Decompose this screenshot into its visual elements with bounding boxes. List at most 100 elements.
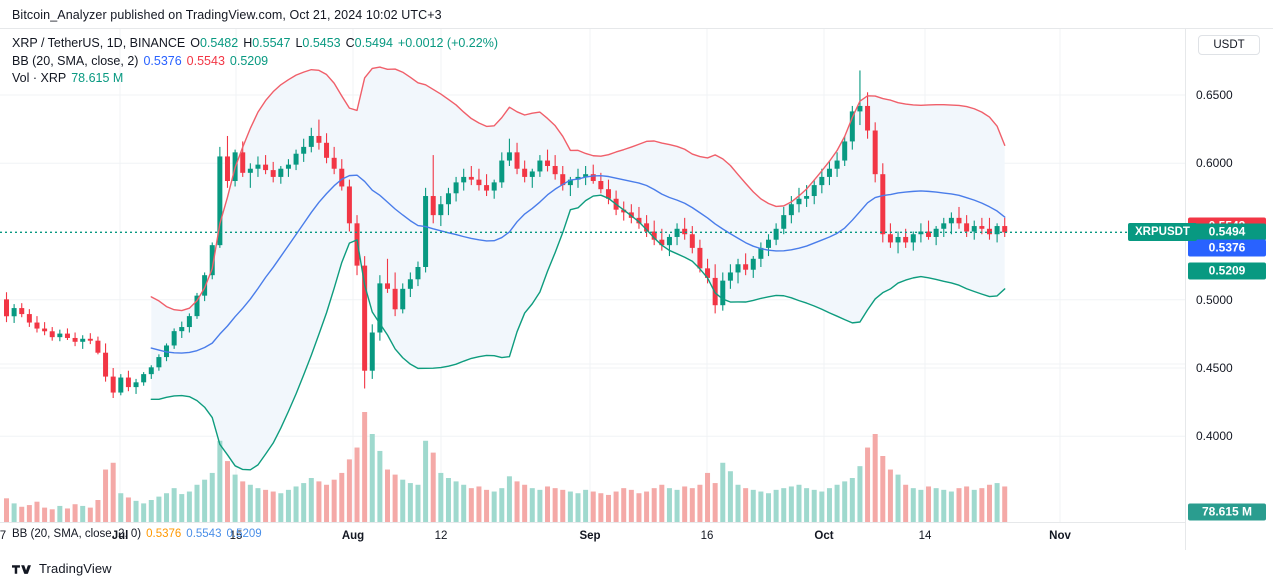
volume-bar [727,471,733,522]
volume-bar [979,488,985,522]
time-axis[interactable]: 7 Jul 15 Aug 12 Sep 16 Oct 14 Nov [0,522,1185,550]
chart-plot-area[interactable] [0,29,1185,522]
candle-body [438,204,444,216]
candle-body [842,141,848,161]
price-axis[interactable]: USDT 0.65000.60000.50000.45000.40000.554… [1185,29,1273,550]
time-axis-tick: Oct [814,530,834,542]
volume-bar [781,488,787,522]
candle-body [537,160,543,172]
candle-body [156,357,162,368]
volume-bar [994,483,1000,522]
volume-tag[interactable]: 78.615 M [1188,503,1266,521]
volume-bar [232,474,238,522]
volume-bar [255,488,261,522]
volume-bar [605,494,611,522]
candle-body [491,182,497,191]
candle-body [87,338,93,341]
currency-chip[interactable]: USDT [1198,35,1260,55]
candle-body [339,168,345,187]
candle-body [880,174,886,235]
volume-bar [72,504,78,522]
candle-body [857,105,863,112]
volume-bar [522,484,528,522]
bb-basis-tag[interactable]: 0.5376 [1188,239,1266,257]
volume-bar [354,447,360,522]
candle-body [202,275,208,296]
volume-bar [705,472,711,522]
volume-bar [1002,486,1008,522]
candle-body [598,181,604,190]
legend-open-value: 0.5482 [199,36,239,50]
volume-bar [339,472,345,522]
volume-bar [826,488,832,522]
bollinger-band-fill [151,67,1005,470]
candle-body [247,168,253,173]
candle-body [910,234,916,243]
volume-pane-legend[interactable]: BB (20, SMA, close, 2, 0) 0.5376 0.5543 0.5… [12,528,262,540]
candle-body [834,160,840,169]
volume-bar [453,481,459,522]
volume-bar [628,489,634,522]
volume-bar [95,500,101,522]
bollinger-basis-line [150,174,1006,354]
candle-body [621,209,627,213]
candle-body [605,189,611,199]
legend-high-value: 0.5547 [252,36,291,50]
legend-symbol-row[interactable]: XRP / TetherUS, 1D, BINANCE O0.5482 H0.554… [12,35,498,53]
bollinger-upper-line [150,66,1006,312]
candle-body [758,247,764,259]
volume-bar [4,498,9,522]
candle-body [110,376,116,393]
volume-bar [461,484,467,522]
candle-body [11,308,17,317]
volume-bar [308,478,314,522]
candle-body [118,377,124,393]
candle-body [377,283,383,333]
volume-bar [583,489,589,522]
chart-frame: XRP / TetherUS, 1D, BINANCE O0.5482 H0.554… [0,28,1273,550]
volume-bar [270,491,276,522]
candle-body [552,165,558,175]
volume-pane-bb-v1: 0.5376 [146,528,182,540]
candle-body [407,279,413,289]
candle-body [590,174,596,182]
candle-body [743,264,749,270]
volume-bar [941,489,947,522]
candle-body [506,152,512,161]
legend-bb-row[interactable]: BB (20, SMA, close, 2) 0.5376 0.5543 0.5209 [12,53,498,71]
volume-bar [415,484,421,522]
volume-bar [545,486,551,522]
bb-lower-tag[interactable]: 0.5209 [1188,262,1266,280]
candle-body [49,331,55,338]
volume-bar [567,491,573,522]
volume-bar [407,483,413,522]
volume-bar [712,483,718,522]
candle-body [971,226,977,232]
volume-bar [186,491,192,522]
symbol-price-chip[interactable]: XRPUSDT [1128,223,1197,242]
last-price-tag[interactable]: 0.5494 [1188,223,1266,241]
candle-body [476,179,482,186]
legend-volume-row[interactable]: Vol · XRP 78.615 M [12,70,498,88]
legend-close-value: 0.5494 [354,36,393,50]
candle-body [331,157,337,169]
candle-body [804,196,810,199]
volume-bar [42,507,48,522]
candle-body [514,152,520,169]
volume-bar [926,486,932,522]
volume-bar [445,478,451,522]
volume-bar [689,488,695,522]
candle-body [1002,226,1008,233]
volume-bar [575,493,581,522]
candle-body [636,217,642,224]
volume-bar [285,489,291,522]
volume-bar [362,412,368,522]
volume-bar [766,493,771,522]
candle-body [986,228,992,235]
volume-bar [64,508,70,522]
tradingview-logo-icon [12,563,34,581]
time-axis-tick: 12 [434,530,448,542]
candle-body [42,328,48,332]
chart-legend: XRP / TetherUS, 1D, BINANCE O0.5482 H0.554… [12,35,498,88]
bollinger-lower-line [150,194,1006,471]
